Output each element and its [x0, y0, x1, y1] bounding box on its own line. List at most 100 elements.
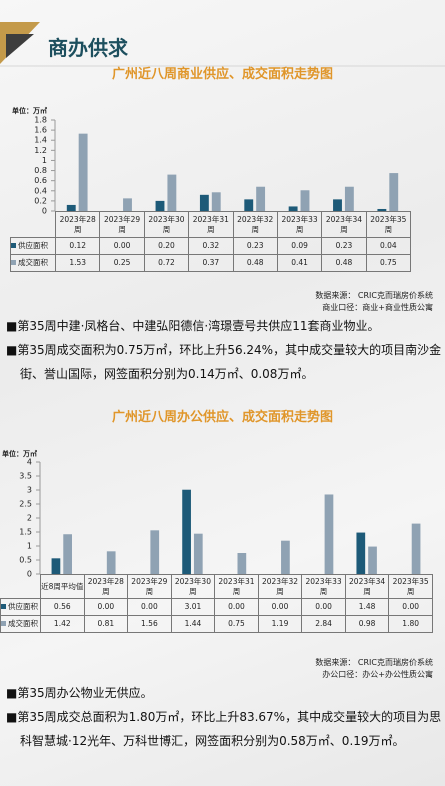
value-label: 0.56: [40, 598, 85, 616]
value-label: 3.01: [170, 598, 216, 616]
series-row: 成交面积 1.42 0.81 1.56 1.44 0.75 1.19 2.84 0.98 1.80: [0, 615, 433, 633]
source-line: 数据来源： CRIC克而瑞房价系统: [315, 291, 433, 300]
category-row: 2023年28周 2023年29周 2023年30周 2023年31周 2023年32周…: [10, 211, 412, 238]
source-block: 数据来源： CRIC克而瑞房价系统商业口径：商业+商业性质公寓: [315, 290, 433, 314]
value-label: 0.12: [54, 237, 101, 255]
x-tick-label: 2023年32周: [257, 574, 303, 599]
y-tick-label: 0.4: [34, 186, 47, 195]
x-tick-label: 2023年31周: [188, 211, 234, 238]
x-tick-label: 2023年31周: [214, 574, 259, 599]
value-label: 1.42: [40, 615, 85, 633]
y-tick-label: 1.5: [19, 528, 32, 537]
y-tick-label: 1.4: [34, 136, 47, 145]
bar: [193, 533, 203, 574]
bar: [237, 553, 247, 574]
y-tick-label: 1: [42, 156, 47, 165]
legend-key: [11, 243, 16, 248]
unit-label: 单位：万㎡: [12, 107, 47, 115]
value-label: 0.23: [321, 237, 367, 255]
x-tick-label: 2023年30周: [143, 211, 190, 238]
legend-cell: 供应面积: [0, 598, 41, 616]
bar: [324, 494, 334, 574]
note: ■第35周办公物业无供应。: [6, 686, 153, 700]
y-tick-label: 3: [27, 486, 32, 495]
bar: [63, 534, 72, 574]
bar: [333, 199, 342, 211]
data-table: 近8周平均值 2023年28周 2023年29周 2023年30周 2023年31周 20…: [0, 574, 433, 633]
value-label: 1.56: [127, 615, 172, 633]
bar: [167, 174, 177, 211]
source-block: 数据来源： CRIC克而瑞房价系统办公口径：办公+办公性质公寓: [315, 657, 433, 681]
y-tick-label: 1.6: [34, 126, 47, 135]
bar: [300, 190, 310, 211]
x-tick-label: 2023年35周: [365, 211, 412, 238]
note: ■第35周成交总面积为1.80万㎡，环比上升83.67%，其中成交量较大的项目为…: [6, 710, 442, 748]
source-line: 数据来源： CRIC克而瑞房价系统: [315, 658, 433, 667]
x-tick-label: 2023年33周: [276, 211, 323, 238]
bar: [389, 173, 399, 211]
y-tick-label: 3.5: [19, 472, 32, 481]
value-label: 0.25: [99, 254, 145, 272]
value-label: 0.32: [188, 237, 234, 255]
notes: ■第35周中建·凤格台、中建弘阳德信·湾璟壹号共供应11套商业物业。 ■第35周成…: [0, 314, 442, 386]
x-tick-label: 2023年29周: [127, 574, 172, 599]
bar: [281, 540, 290, 574]
value-label: 0.48: [321, 254, 367, 272]
bar: [377, 208, 387, 211]
legend-label: 供应面积: [8, 602, 38, 611]
value-label: 0.00: [214, 598, 259, 616]
y-tick-label: 2: [27, 514, 32, 523]
y-tick-label: 4: [27, 458, 32, 467]
bar: [244, 199, 254, 211]
y-tick-label: 0.5: [19, 556, 32, 565]
corner-cell: [0, 574, 41, 599]
bar: [411, 523, 421, 574]
bar: [66, 204, 76, 211]
bar: [106, 551, 116, 574]
value-label: 0.00: [388, 598, 433, 616]
value-label: 0.72: [143, 254, 190, 272]
corner-cell: [10, 211, 56, 238]
value-label: 0.00: [301, 598, 346, 616]
value-label: 2.84: [301, 615, 346, 633]
legend-key: [1, 604, 6, 609]
legend-label: 成交面积: [8, 619, 38, 628]
series-row: 成交面积 1.53 0.25 0.72 0.37 0.48 0.41 0.48 0.75: [10, 254, 412, 272]
note: ■第35周成交面积为0.75万㎡，环比上升56.24%，其中成交量较大的项目南沙…: [6, 343, 442, 381]
x-tick-label: 2023年29周: [99, 211, 145, 238]
value-label: 0.00: [257, 598, 303, 616]
value-label: 0.00: [127, 598, 172, 616]
source-line: 商业口径：商业+商业性质公寓: [322, 303, 433, 312]
value-label: 0.00: [99, 237, 145, 255]
legend-cell: 成交面积: [0, 615, 41, 633]
legend-label: 成交面积: [18, 258, 48, 267]
y-tick-label: 0.6: [34, 176, 47, 185]
unit-label: 单位：万㎡: [2, 450, 37, 458]
y-tick-label: 0.8: [34, 166, 47, 175]
value-label: 0.98: [344, 615, 390, 633]
x-tick-label: 2023年32周: [232, 211, 278, 238]
x-tick-label: 2023年28周: [83, 574, 129, 599]
bar: [182, 489, 191, 574]
value-label: 0.23: [232, 237, 278, 255]
series-row: 供应面积 0.56 0.00 0.00 3.01 0.00 0.00 0.00 1.48 0.00: [0, 598, 433, 616]
legend-cell: 成交面积: [10, 254, 56, 272]
legend-key: [11, 260, 16, 265]
y-tick-label: 0: [42, 207, 47, 216]
y-tick-label: 1.2: [34, 146, 47, 155]
value-label: 1.80: [388, 615, 433, 633]
value-label: 0.75: [214, 615, 259, 633]
source-line: 办公口径：办公+办公性质公寓: [322, 670, 433, 679]
x-tick-label: 2023年30周: [170, 574, 216, 599]
note: ■第35周中建·凤格台、中建弘阳德信·湾璟壹号共供应11套商业物业。: [6, 319, 380, 333]
notes: ■第35周办公物业无供应。 ■第35周成交总面积为1.80万㎡，环比上升83.67…: [0, 681, 442, 753]
page-title: 商办供求: [48, 36, 128, 60]
x-tick-label: 2023年35周: [388, 574, 433, 599]
x-tick-label: 2023年28周: [54, 211, 101, 238]
category-row: 近8周平均值 2023年28周 2023年29周 2023年30周 2023年31周 20…: [0, 574, 433, 599]
value-label: 0.75: [365, 254, 412, 272]
value-label: 0.20: [143, 237, 190, 255]
bar: [368, 546, 377, 574]
